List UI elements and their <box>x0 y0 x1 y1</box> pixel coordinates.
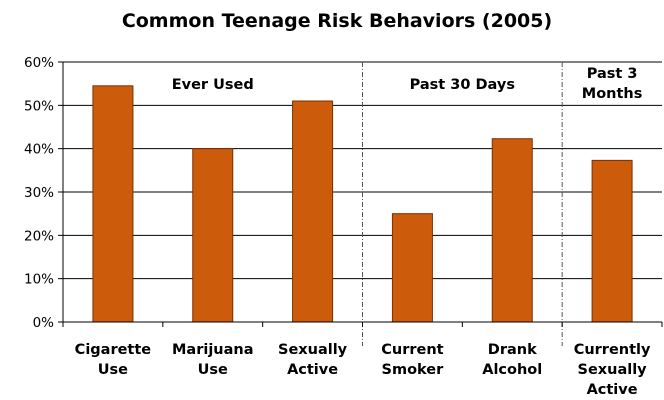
category-label: Cigarette Use <box>75 342 152 378</box>
y-tick-label: 10% <box>24 272 54 288</box>
bar <box>491 138 533 323</box>
category-label: Drank Alcohol <box>482 342 542 378</box>
y-tick-label: 50% <box>24 98 54 114</box>
group-label: Past 3 Months <box>582 66 643 102</box>
bar <box>92 85 134 323</box>
y-tick-label: 30% <box>24 185 54 201</box>
axes <box>62 62 663 327</box>
category-label: Current Smoker <box>381 342 444 378</box>
category-labels: Cigarette Use Marijuana Use Sexually Active Cu… <box>75 342 651 398</box>
y-tick-label: 60% <box>24 55 54 71</box>
bar <box>292 100 334 323</box>
group-separators <box>362 62 563 346</box>
y-tick-label: 40% <box>24 142 54 158</box>
group-labels: Ever Used Past 30 Days Past 3 Months <box>172 66 643 102</box>
category-label: Currently Sexually Active <box>574 342 651 398</box>
chart-title: Common Teenage Risk Behaviors (2005) <box>122 10 552 32</box>
bar <box>591 159 633 323</box>
category-label: Sexually Active <box>278 342 348 378</box>
y-tick-label: 0% <box>33 315 55 331</box>
group-label: Ever Used <box>172 77 254 93</box>
group-label: Past 30 Days <box>410 77 515 93</box>
y-tick-labels: 0% 10% 20% 30% 40% 50% 60% <box>24 55 54 331</box>
bar <box>391 213 433 323</box>
grid-lines <box>58 61 662 323</box>
y-tick-label: 20% <box>24 228 54 244</box>
category-label: Marijuana Use <box>172 342 254 378</box>
bar <box>192 148 234 323</box>
